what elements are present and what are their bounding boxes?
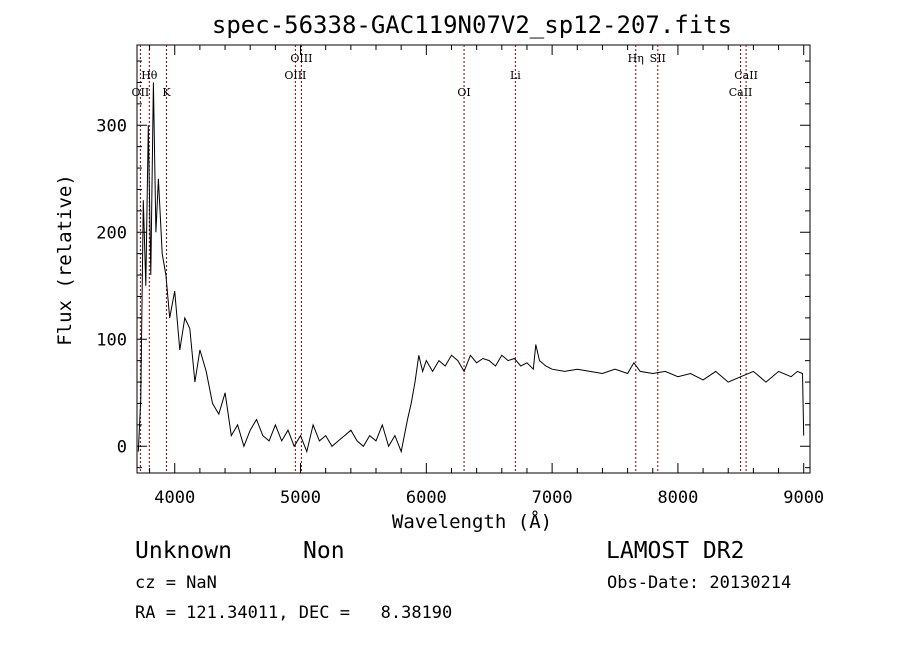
x-tick-label: 4000 xyxy=(154,488,195,508)
survey-name: LAMOST DR2 xyxy=(606,538,745,564)
reference-line-label: Hη xyxy=(628,52,644,65)
reference-line-labels: OII Hθ K OIII OIII OI Li Hη SII CaII CaII xyxy=(132,52,758,99)
y-tick-label: 300 xyxy=(96,116,127,136)
x-axis: 4000 5000 6000 7000 8000 9000 xyxy=(149,45,824,508)
spectrum-line xyxy=(137,82,805,454)
x-tick-label: 6000 xyxy=(406,488,447,508)
x-tick-label: 7000 xyxy=(532,488,573,508)
reference-line-label: OIII xyxy=(284,69,306,82)
reference-line-label: OIII xyxy=(290,52,312,65)
reference-line-label: CaII xyxy=(729,86,753,99)
reference-line-label: OI xyxy=(457,86,470,99)
x-tick-label: 9000 xyxy=(783,488,824,508)
redshift: cz = NaN xyxy=(135,573,217,593)
reference-lines xyxy=(139,45,747,473)
y-axis-label: Flux (relative) xyxy=(54,174,76,346)
chart-title: spec-56338-GAC119N07V2_sp12-207.fits xyxy=(212,11,732,39)
obs-date: Obs-Date: 20130214 xyxy=(607,573,792,593)
object-subtype: Non xyxy=(303,538,345,564)
plot-frame xyxy=(136,44,811,474)
coordinates: RA = 121.34011, DEC = 8.38190 xyxy=(135,603,453,623)
reference-line-label: Hθ xyxy=(141,69,158,82)
x-axis-label: Wavelength (Å) xyxy=(392,510,552,533)
x-tick-label: 8000 xyxy=(657,488,698,508)
reference-line-label: CaII xyxy=(734,69,758,82)
y-tick-label: 0 xyxy=(117,437,127,457)
y-tick-label: 200 xyxy=(96,223,127,243)
reference-line-label: OII xyxy=(132,86,150,99)
reference-line-label: SII xyxy=(650,52,666,65)
object-type: Unknown xyxy=(135,538,232,564)
reference-line-label: K xyxy=(162,86,171,99)
x-tick-label: 5000 xyxy=(280,488,321,508)
y-axis: 0 100 200 300 xyxy=(96,60,810,469)
y-tick-label: 100 xyxy=(96,330,127,350)
reference-line-label: Li xyxy=(510,69,521,82)
